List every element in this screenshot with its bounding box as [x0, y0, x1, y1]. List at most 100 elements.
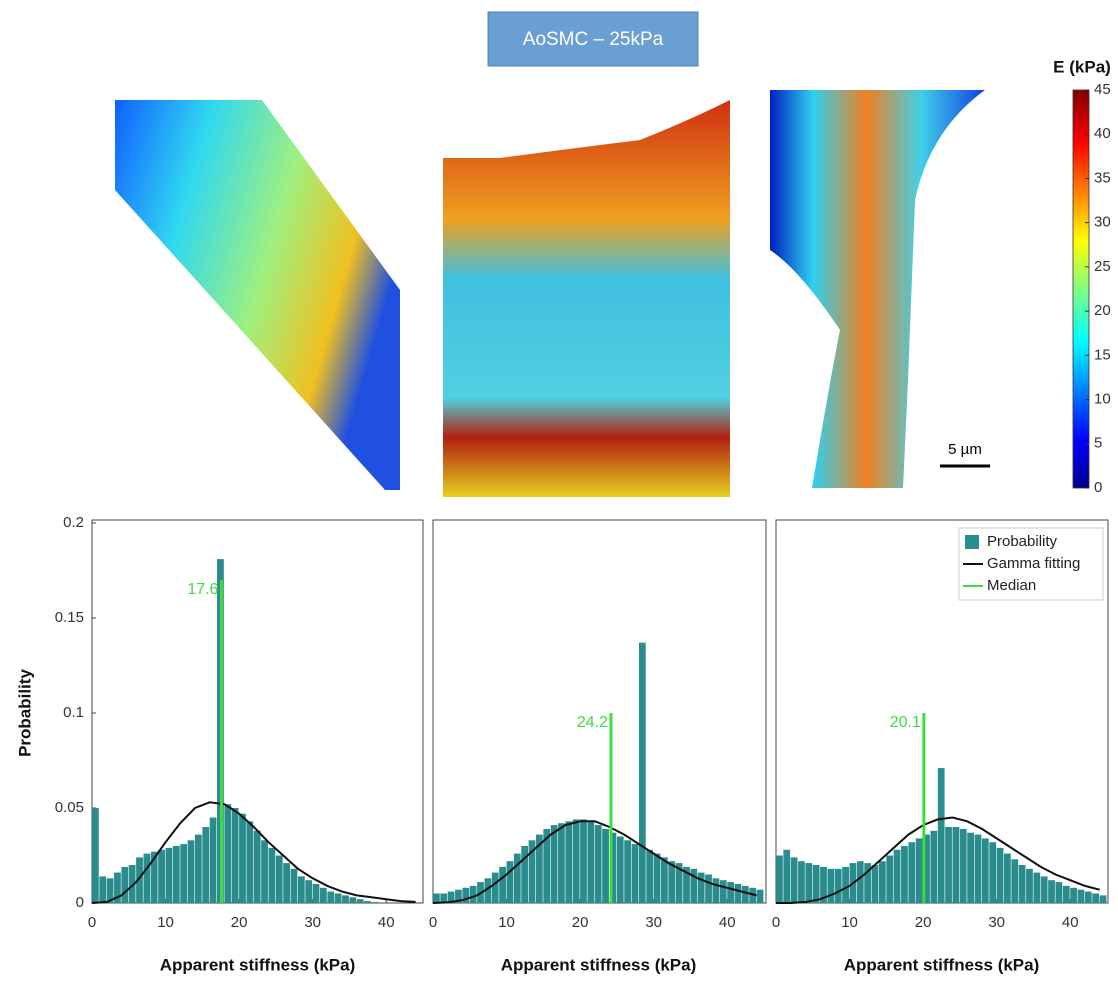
bar [908, 842, 916, 903]
bar [790, 857, 798, 903]
bar [521, 846, 529, 903]
bar [143, 853, 151, 903]
scale-bar-label: 5 µm [948, 441, 982, 458]
bar [558, 823, 565, 903]
bar [930, 830, 938, 903]
bar [945, 827, 952, 903]
x-axis-label: Apparent stiffness (kPa) [160, 955, 356, 974]
bar [1011, 859, 1019, 903]
title-box [487, 11, 699, 67]
legend-label: Gamma fitting [987, 555, 1080, 572]
bar [646, 849, 654, 903]
bar [342, 895, 349, 903]
bar [283, 863, 290, 903]
median-label: 20.1 [890, 714, 921, 731]
bar [1084, 891, 1092, 903]
bar [114, 872, 121, 903]
bar [624, 840, 631, 903]
bar [683, 866, 690, 903]
bar [106, 878, 114, 903]
colorbar-tick-label: 25 [1094, 258, 1111, 275]
bar [631, 844, 639, 903]
x-axis-label: Apparent stiffness (kPa) [844, 955, 1040, 974]
bar [1048, 880, 1055, 903]
bar [202, 827, 210, 903]
colorbar-tick-label: 15 [1094, 346, 1111, 363]
x-tick-label: 20 [572, 914, 589, 931]
bar [1004, 853, 1011, 903]
bar [697, 872, 705, 903]
bar [136, 857, 143, 903]
bar [996, 847, 1004, 903]
bar [305, 880, 313, 903]
bar [864, 863, 872, 903]
fit-curve [432, 820, 757, 904]
bar [224, 804, 232, 903]
bar [99, 876, 107, 903]
bar [812, 865, 820, 903]
bar [705, 874, 712, 903]
legend-label: Probability [987, 533, 1058, 550]
bar [364, 901, 371, 903]
bar [1092, 893, 1100, 903]
bar [209, 817, 217, 903]
bar [878, 861, 886, 903]
bar [989, 842, 997, 903]
colorbar-tick-label: 40 [1094, 125, 1111, 142]
bar [734, 884, 742, 903]
bar [893, 849, 901, 903]
bar [661, 857, 668, 903]
bar [187, 840, 195, 903]
bar [901, 846, 908, 903]
bar [638, 642, 646, 903]
bar [981, 838, 989, 903]
bar [805, 863, 813, 903]
x-tick-label: 10 [841, 914, 858, 931]
bar [535, 834, 543, 903]
bar [275, 855, 283, 903]
bar [834, 868, 842, 903]
bar [261, 840, 268, 903]
bar [543, 828, 551, 903]
bar [491, 872, 499, 903]
bar [572, 819, 580, 903]
stiffness-map [770, 90, 985, 488]
bar [1033, 872, 1041, 903]
bar [433, 893, 440, 903]
bar [594, 825, 602, 903]
bar [1077, 889, 1085, 903]
y-tick-label: 0.1 [63, 704, 84, 721]
bar [290, 868, 298, 903]
bar [967, 832, 974, 903]
bar [871, 865, 879, 903]
x-tick-label: 40 [378, 914, 395, 931]
bar [158, 849, 165, 903]
x-tick-label: 0 [88, 914, 96, 931]
colorbar-label: E (kPa) [1053, 57, 1111, 76]
bar [565, 821, 573, 903]
bar [165, 847, 173, 903]
colorbar-tick-label: 45 [1094, 81, 1111, 98]
bar [776, 855, 783, 903]
y-tick-label: 0.05 [55, 799, 84, 816]
bar [602, 828, 609, 903]
bar [675, 863, 683, 903]
y-axis-label: Probability [15, 669, 34, 757]
bar [937, 768, 945, 903]
bar [923, 834, 930, 903]
bar [239, 813, 246, 903]
y-tick-label: 0.15 [55, 609, 84, 626]
bar [327, 891, 335, 903]
bar [334, 893, 342, 903]
bar [484, 878, 492, 903]
bar [320, 887, 327, 903]
bar [455, 889, 462, 903]
x-tick-label: 30 [988, 914, 1005, 931]
x-tick-label: 30 [304, 914, 321, 931]
x-tick-label: 20 [915, 914, 932, 931]
x-tick-label: 0 [429, 914, 437, 931]
bar [1070, 887, 1077, 903]
bar [756, 889, 764, 903]
bar [92, 808, 99, 903]
bar [128, 865, 136, 903]
